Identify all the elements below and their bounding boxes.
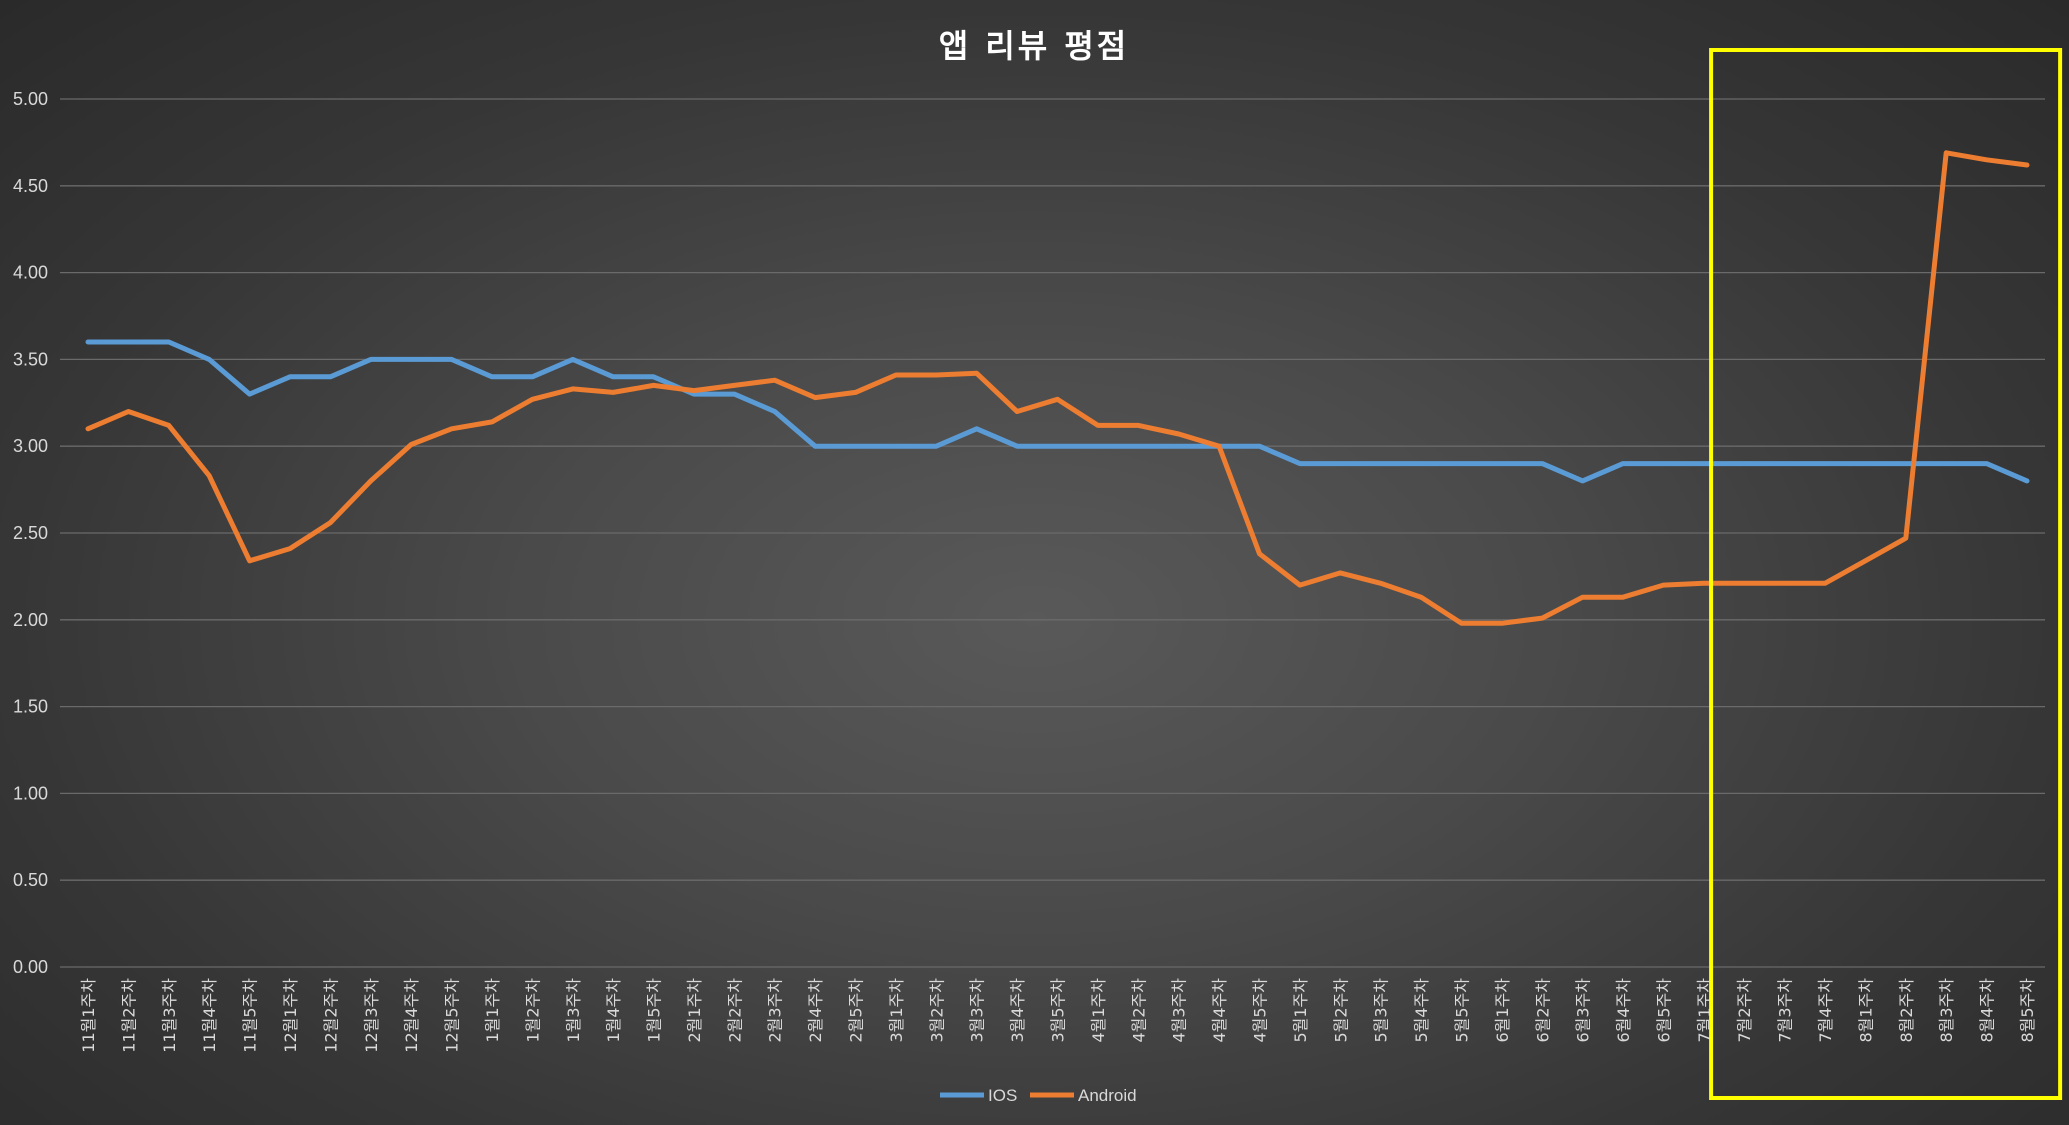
series-line-ios <box>85 339 2030 484</box>
y-tick-label: 2.00 <box>13 610 48 630</box>
x-tick-label: 8월5주차 <box>2018 978 2037 1043</box>
x-tick-label: 11월2주차 <box>119 978 138 1053</box>
x-tick-label: 5월2주차 <box>1331 978 1350 1043</box>
x-tick-label: 2월3주차 <box>766 978 785 1043</box>
y-axis-ticks: 0.00 0.50 1.00 1.50 2.00 2.50 3.00 3.50 4.00 4.50… <box>13 89 48 977</box>
x-tick-label: 5월3주차 <box>1372 978 1391 1043</box>
x-tick-label: 2월5주차 <box>847 978 866 1043</box>
x-tick-label: 8월3주차 <box>1937 978 1956 1043</box>
y-tick-label: 0.50 <box>13 870 48 890</box>
x-tick-label: 2월4주차 <box>806 978 825 1043</box>
gridlines <box>60 98 2045 968</box>
legend-label: IOS <box>988 1086 1017 1105</box>
chart-title: 앱 리뷰 평점 <box>939 27 1129 65</box>
x-tick-label: 4월4주차 <box>1210 978 1229 1043</box>
legend: IOS Android <box>940 1086 1137 1105</box>
x-tick-label: 12월4주차 <box>402 978 421 1053</box>
y-tick-label: 4.50 <box>13 176 48 196</box>
series-lines <box>85 150 2030 626</box>
x-tick-label: 1월3주차 <box>564 978 583 1043</box>
y-tick-label: 0.00 <box>13 957 48 977</box>
x-tick-label: 12월3주차 <box>362 978 381 1053</box>
x-tick-label: 5월5주차 <box>1452 978 1471 1043</box>
x-tick-label: 3월3주차 <box>968 978 987 1043</box>
y-tick-label: 3.00 <box>13 436 48 456</box>
x-tick-label: 7월4주차 <box>1816 978 1835 1043</box>
x-tick-label: 4월2주차 <box>1129 978 1148 1043</box>
x-tick-label: 6월4주차 <box>1614 978 1633 1043</box>
y-tick-label: 4.00 <box>13 263 48 283</box>
x-tick-label: 3월5주차 <box>1049 978 1068 1043</box>
annotations <box>1709 48 2063 1100</box>
x-tick-label: 6월3주차 <box>1574 978 1593 1043</box>
x-tick-label: 4월3주차 <box>1170 978 1189 1043</box>
x-tick-label: 3월1주차 <box>887 978 906 1043</box>
x-tick-label: 4월1주차 <box>1089 978 1108 1043</box>
x-tick-label: 5월1주차 <box>1291 978 1310 1043</box>
x-tick-label: 11월4주차 <box>200 978 219 1053</box>
y-tick-label: 5.00 <box>13 89 48 109</box>
x-tick-label: 6월2주차 <box>1533 978 1552 1043</box>
x-tick-label: 12월5주차 <box>443 978 462 1053</box>
x-tick-label: 7월1주차 <box>1695 978 1714 1043</box>
x-tick-label: 11월3주차 <box>160 978 179 1053</box>
x-tick-label: 2월2주차 <box>725 978 744 1043</box>
x-tick-label: 8월1주차 <box>1856 978 1875 1043</box>
highlight-box <box>1709 48 2063 1100</box>
x-tick-label: 8월2주차 <box>1897 978 1916 1043</box>
x-tick-label: 2월1주차 <box>685 978 704 1043</box>
series-line-android <box>85 150 2030 626</box>
x-tick-label: 7월3주차 <box>1776 978 1795 1043</box>
y-tick-label: 1.00 <box>13 783 48 803</box>
x-tick-label: 3월4주차 <box>1008 978 1027 1043</box>
x-tick-label: 1월1주차 <box>483 978 502 1043</box>
y-tick-label: 1.50 <box>13 697 48 717</box>
x-tick-label: 4월5주차 <box>1250 978 1269 1043</box>
x-tick-label: 1월2주차 <box>523 978 542 1043</box>
x-tick-label: 11월5주차 <box>241 978 260 1053</box>
y-tick-label: 3.50 <box>13 349 48 369</box>
x-tick-label: 8월4주차 <box>1978 978 1997 1043</box>
x-axis-ticks: 11월1주차 11월2주차 11월3주차 11월4주차 11월5주차 12월1주차 12월2… <box>79 978 2037 1053</box>
x-tick-label: 5월4주차 <box>1412 978 1431 1043</box>
x-tick-label: 7월2주차 <box>1735 978 1754 1043</box>
x-tick-label: 6월5주차 <box>1654 978 1673 1043</box>
y-tick-label: 2.50 <box>13 523 48 543</box>
x-tick-label: 6월1주차 <box>1493 978 1512 1043</box>
legend-label: Android <box>1078 1086 1137 1105</box>
x-tick-label: 12월2주차 <box>321 978 340 1053</box>
x-tick-label: 11월1주차 <box>79 978 98 1053</box>
x-tick-label: 3월2주차 <box>927 978 946 1043</box>
x-tick-label: 1월5주차 <box>645 978 664 1043</box>
x-tick-label: 12월1주차 <box>281 978 300 1053</box>
x-tick-label: 1월4주차 <box>604 978 623 1043</box>
